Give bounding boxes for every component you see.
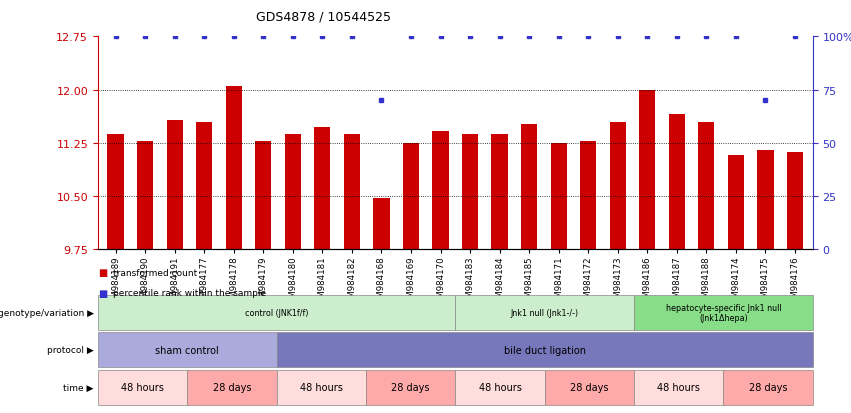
Text: 48 hours: 48 hours <box>300 382 343 392</box>
Bar <box>492 134 508 250</box>
Text: control (JNK1f/f): control (JNK1f/f) <box>245 309 308 317</box>
Bar <box>551 144 567 250</box>
Text: 28 days: 28 days <box>570 382 608 392</box>
Text: GDS4878 / 10544525: GDS4878 / 10544525 <box>256 10 391 23</box>
Bar <box>255 141 271 250</box>
Bar <box>137 141 153 250</box>
Text: ■: ■ <box>98 288 107 298</box>
Bar <box>285 134 301 250</box>
Text: genotype/variation ▶: genotype/variation ▶ <box>0 309 94 317</box>
Text: 28 days: 28 days <box>213 382 251 392</box>
Bar <box>580 141 597 250</box>
Text: time ▶: time ▶ <box>63 383 94 392</box>
Bar <box>521 124 537 250</box>
Text: 28 days: 28 days <box>749 382 787 392</box>
Bar <box>403 144 419 250</box>
Text: bile duct ligation: bile duct ligation <box>504 345 585 355</box>
Bar <box>639 90 655 250</box>
Bar <box>196 122 213 250</box>
Bar <box>787 153 803 250</box>
Bar <box>374 198 390 250</box>
Text: 48 hours: 48 hours <box>657 382 700 392</box>
Text: percentile rank within the sample: percentile rank within the sample <box>113 289 266 298</box>
Text: sham control: sham control <box>156 345 219 355</box>
Text: ■: ■ <box>98 268 107 278</box>
Bar <box>757 151 774 250</box>
Bar <box>698 122 715 250</box>
Bar <box>314 127 330 250</box>
Text: protocol ▶: protocol ▶ <box>47 346 94 354</box>
Bar <box>609 122 625 250</box>
Bar <box>432 131 448 250</box>
Text: hepatocyte-specific Jnk1 null
(Jnk1Δhepa): hepatocyte-specific Jnk1 null (Jnk1Δhepa… <box>665 303 781 323</box>
Text: 48 hours: 48 hours <box>478 382 522 392</box>
Bar <box>728 156 744 250</box>
Text: 48 hours: 48 hours <box>121 382 164 392</box>
Bar <box>167 121 183 250</box>
Text: Jnk1 null (Jnk1-/-): Jnk1 null (Jnk1-/-) <box>511 309 579 317</box>
Bar <box>462 134 478 250</box>
Bar <box>344 134 360 250</box>
Bar <box>107 134 123 250</box>
Text: transformed count: transformed count <box>113 268 197 277</box>
Text: 28 days: 28 days <box>391 382 430 392</box>
Bar <box>226 87 242 250</box>
Bar <box>669 115 685 250</box>
